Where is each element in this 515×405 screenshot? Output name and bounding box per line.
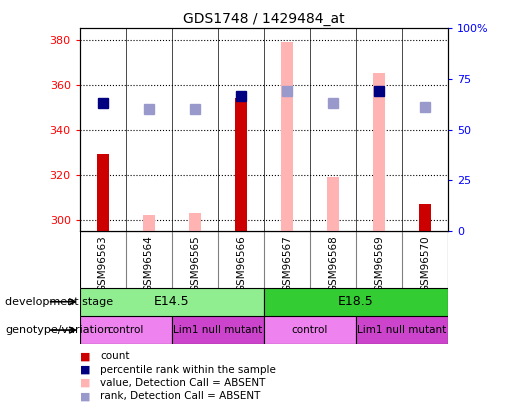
Text: ■: ■ <box>80 365 90 375</box>
Bar <box>281 42 293 231</box>
Bar <box>419 204 432 231</box>
Text: GSM96564: GSM96564 <box>144 235 154 292</box>
Bar <box>235 98 247 231</box>
Text: GSM96568: GSM96568 <box>328 235 338 292</box>
Text: Lim1 null mutant: Lim1 null mutant <box>357 325 447 335</box>
FancyBboxPatch shape <box>80 288 264 316</box>
FancyBboxPatch shape <box>356 316 448 344</box>
Text: GSM96566: GSM96566 <box>236 235 246 292</box>
Text: control: control <box>108 325 144 335</box>
Text: count: count <box>100 352 130 361</box>
Text: E14.5: E14.5 <box>154 295 190 308</box>
Text: GSM96570: GSM96570 <box>420 235 430 292</box>
Text: Lim1 null mutant: Lim1 null mutant <box>173 325 263 335</box>
Text: GSM96569: GSM96569 <box>374 235 384 292</box>
Text: percentile rank within the sample: percentile rank within the sample <box>100 365 277 375</box>
Title: GDS1748 / 1429484_at: GDS1748 / 1429484_at <box>183 12 345 26</box>
FancyBboxPatch shape <box>264 316 356 344</box>
Text: rank, Detection Call = ABSENT: rank, Detection Call = ABSENT <box>100 392 261 401</box>
Bar <box>96 154 109 231</box>
Text: development stage: development stage <box>5 297 113 307</box>
Text: control: control <box>292 325 328 335</box>
Bar <box>143 215 155 231</box>
Text: GSM96567: GSM96567 <box>282 235 292 292</box>
Text: ■: ■ <box>80 378 90 388</box>
Text: E18.5: E18.5 <box>338 295 374 308</box>
Bar <box>327 177 339 231</box>
Text: genotype/variation: genotype/variation <box>5 325 111 335</box>
FancyBboxPatch shape <box>264 288 448 316</box>
Text: GSM96563: GSM96563 <box>98 235 108 292</box>
Bar <box>373 73 385 231</box>
Text: ■: ■ <box>80 392 90 401</box>
FancyBboxPatch shape <box>172 316 264 344</box>
Text: ■: ■ <box>80 352 90 361</box>
Text: value, Detection Call = ABSENT: value, Detection Call = ABSENT <box>100 378 266 388</box>
Bar <box>188 213 201 231</box>
Text: GSM96565: GSM96565 <box>190 235 200 292</box>
FancyBboxPatch shape <box>80 316 172 344</box>
